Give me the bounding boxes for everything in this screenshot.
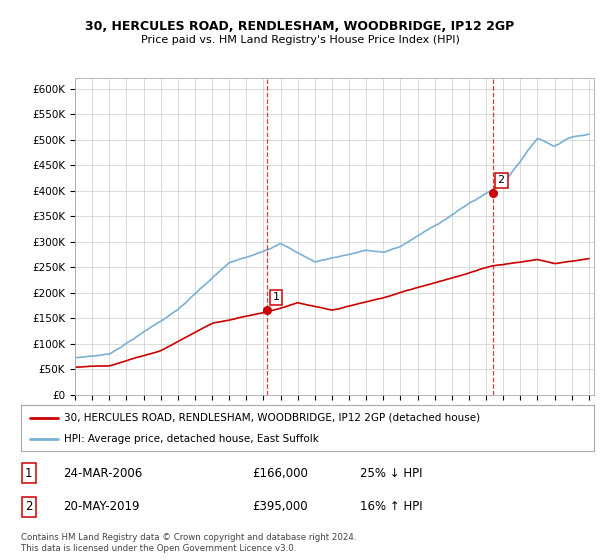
Text: £395,000: £395,000 (252, 500, 308, 514)
Text: Contains HM Land Registry data © Crown copyright and database right 2024.
This d: Contains HM Land Registry data © Crown c… (21, 533, 356, 553)
Text: 2: 2 (25, 500, 32, 514)
Text: 20-MAY-2019: 20-MAY-2019 (63, 500, 139, 514)
Text: 24-MAR-2006: 24-MAR-2006 (63, 466, 142, 480)
Text: 30, HERCULES ROAD, RENDLESHAM, WOODBRIDGE, IP12 2GP (detached house): 30, HERCULES ROAD, RENDLESHAM, WOODBRIDG… (64, 413, 480, 423)
Text: £166,000: £166,000 (252, 466, 308, 480)
Text: 2: 2 (497, 175, 505, 185)
Text: HPI: Average price, detached house, East Suffolk: HPI: Average price, detached house, East… (64, 435, 319, 444)
Text: 1: 1 (25, 466, 32, 480)
Text: Price paid vs. HM Land Registry's House Price Index (HPI): Price paid vs. HM Land Registry's House … (140, 35, 460, 45)
Text: 16% ↑ HPI: 16% ↑ HPI (360, 500, 422, 514)
Text: 25% ↓ HPI: 25% ↓ HPI (360, 466, 422, 480)
Text: 1: 1 (272, 292, 280, 302)
Text: 30, HERCULES ROAD, RENDLESHAM, WOODBRIDGE, IP12 2GP: 30, HERCULES ROAD, RENDLESHAM, WOODBRIDG… (85, 20, 515, 32)
